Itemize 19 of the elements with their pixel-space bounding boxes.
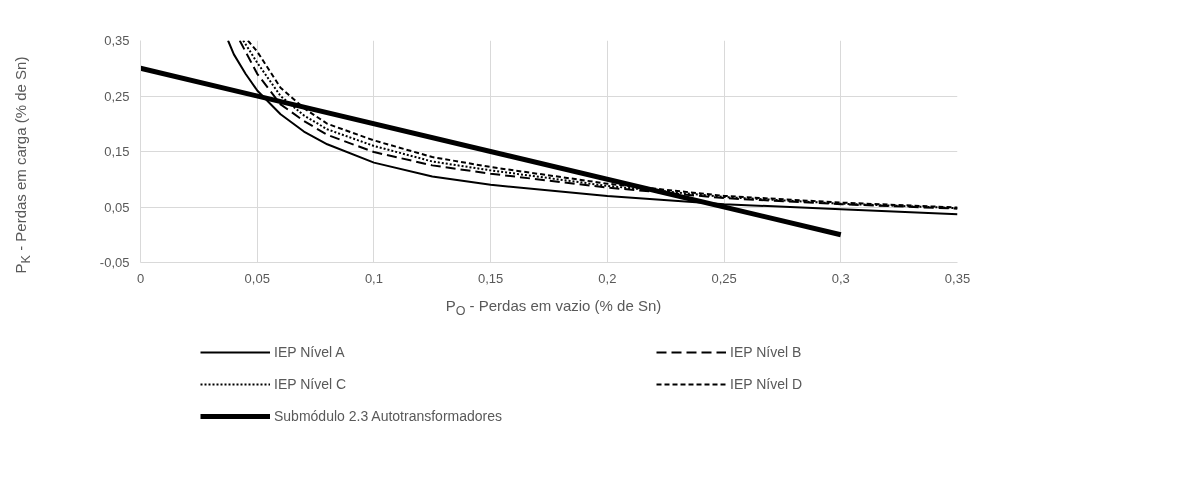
y-tick-label: -0,05	[99, 255, 130, 270]
y-tick-label: 0,15	[104, 144, 130, 159]
y-tick-label: 0,35	[104, 33, 130, 48]
x-tick-label: 0,1	[364, 270, 383, 286]
legend-label: IEP Nível B	[730, 344, 803, 360]
x-tick-label: 0,3	[831, 270, 850, 286]
legend-label: IEP Nível C	[274, 376, 348, 392]
legend-label: IEP Nível D	[730, 376, 804, 392]
legend-label: Submódulo 2.3 Autotransformadores	[274, 408, 504, 424]
legend-label: IEP Nível A	[274, 344, 346, 360]
x-tick-label: 0,15	[477, 270, 504, 286]
y-tick-label: 0,05	[104, 199, 130, 215]
y-tick-label: 0,25	[104, 88, 130, 104]
x-tick-label: 0,25	[711, 270, 737, 286]
x-tick-label: 0,05	[244, 270, 270, 286]
x-axis-title: P$_{O}$ - Perdas em vazio (% de Sn)	[444, 296, 663, 320]
x-tick-label: 0,35	[944, 270, 971, 286]
x-tick-label: 0	[136, 270, 145, 286]
x-tick-label: 0,2	[598, 270, 617, 286]
